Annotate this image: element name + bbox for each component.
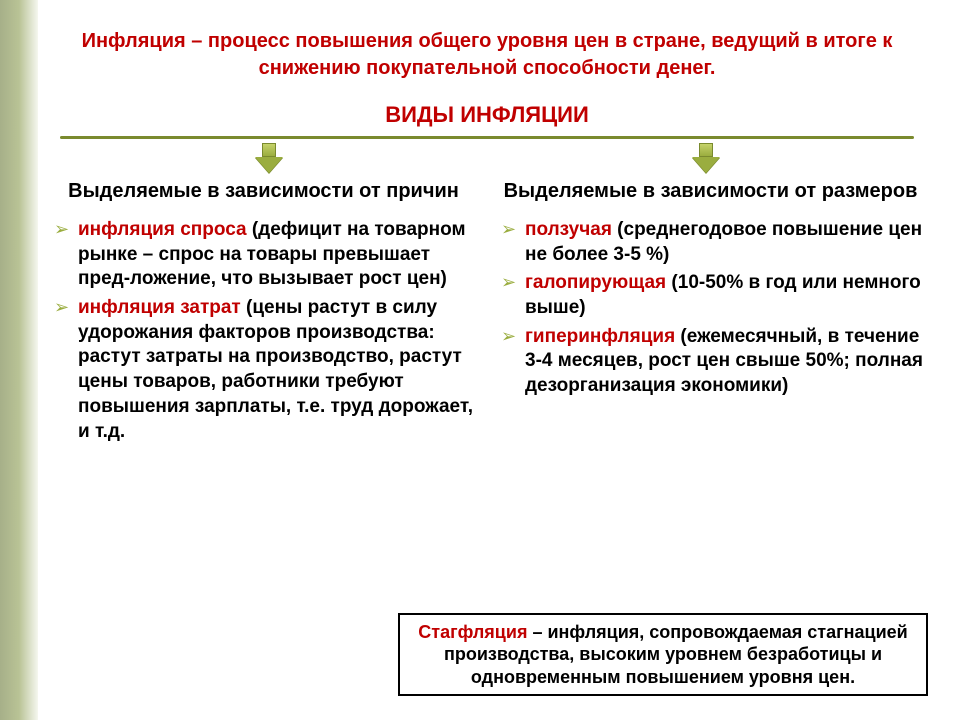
bullet-term: инфляция затрат [78, 297, 241, 318]
bullet-term: галопирующая [525, 272, 666, 293]
definition-block: Инфляция – процесс повышения общего уров… [50, 28, 924, 82]
left-column: Выделяемые в зависимости от причин инфля… [50, 179, 477, 448]
bullet-term: гиперинфляция [525, 326, 675, 347]
bullet-term: инфляция спроса [78, 219, 247, 240]
list-item: галопирующая (10-50% в год или немного в… [501, 271, 924, 320]
columns: Выделяемые в зависимости от причин инфля… [50, 179, 924, 448]
left-list: инфляция спроса (дефицит на товарном рын… [50, 218, 477, 444]
callout-term: Стагфляция [418, 622, 527, 642]
divider-line [60, 136, 914, 139]
arrow-down-icon [692, 143, 720, 173]
list-item: ползучая (среднегодовое повышение цен не… [501, 218, 924, 267]
callout-box: Стагфляция – инфляция, сопровождаемая ст… [398, 613, 928, 697]
bullet-rest: (цены растут в силу удорожания факторов … [78, 297, 473, 441]
arrows-row [50, 143, 924, 173]
arrow-down-icon [255, 143, 283, 173]
list-item: инфляция затрат (цены растут в силу удор… [54, 296, 477, 444]
list-item: инфляция спроса (дефицит на товарном рын… [54, 218, 477, 292]
section-title: ВИДЫ ИНФЛЯЦИИ [50, 102, 924, 128]
definition-term: Инфляция [82, 30, 186, 52]
bullet-term: ползучая [525, 219, 612, 240]
right-column: Выделяемые в зависимости от размеров пол… [497, 179, 924, 448]
left-heading: Выделяемые в зависимости от причин [50, 179, 477, 204]
right-list: ползучая (среднегодовое повышение цен не… [497, 218, 924, 399]
definition-text: – процесс повышения общего уровня цен в … [186, 30, 893, 79]
list-item: гиперинфляция (ежемесячный, в течение 3-… [501, 325, 924, 399]
slide-content: Инфляция – процесс повышения общего уров… [0, 0, 960, 468]
right-heading: Выделяемые в зависимости от размеров [497, 179, 924, 204]
